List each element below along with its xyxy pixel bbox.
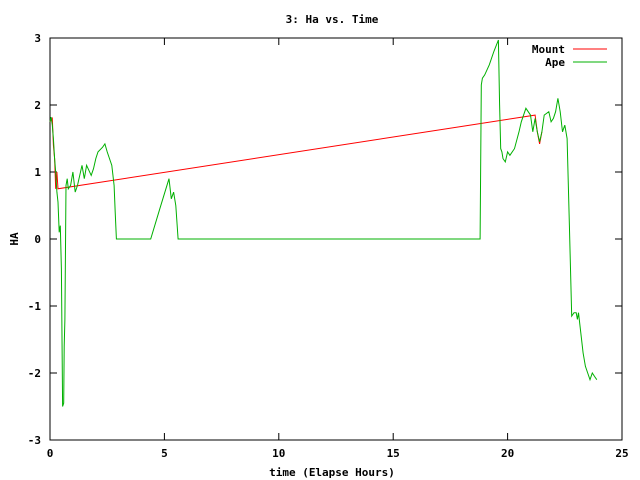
series-layer xyxy=(49,39,598,407)
x-tick-label: 10 xyxy=(272,447,285,460)
x-tick-label: 0 xyxy=(47,447,54,460)
y-tick-label: 3 xyxy=(34,32,41,45)
series-line-ape xyxy=(49,39,598,407)
series-line-mount xyxy=(49,114,543,190)
y-tick-label: -1 xyxy=(28,300,42,313)
x-axis-ticks: 0 5 10 15 20 25 xyxy=(47,38,629,460)
y-tick-label: 2 xyxy=(34,99,41,112)
x-tick-label: 5 xyxy=(161,447,168,460)
x-tick-label: 20 xyxy=(501,447,514,460)
y-tick-label: 1 xyxy=(34,166,41,179)
y-axis-ticks: -3 -2 -1 0 1 2 3 xyxy=(28,32,622,447)
x-tick-label: 25 xyxy=(615,447,628,460)
legend-label-mount: Mount xyxy=(532,43,565,56)
y-tick-label: 0 xyxy=(34,233,41,246)
x-axis-label: time (Elapse Hours) xyxy=(269,466,395,479)
chart-title: 3: Ha vs. Time xyxy=(286,13,379,26)
x-tick-label: 15 xyxy=(387,447,400,460)
legend-label-ape: Ape xyxy=(545,56,565,69)
y-axis-label: HA xyxy=(8,232,21,246)
y-tick-label: -2 xyxy=(28,367,41,380)
y-tick-label: -3 xyxy=(28,434,41,447)
